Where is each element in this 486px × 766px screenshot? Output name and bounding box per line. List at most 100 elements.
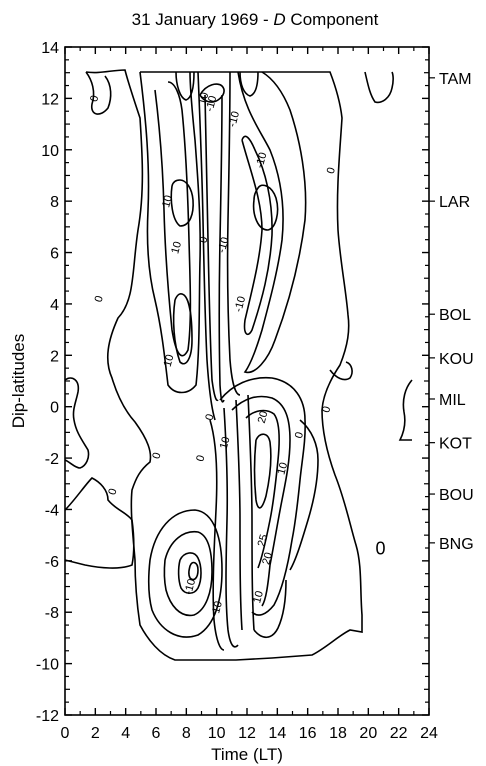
station-label-kou: KOU (439, 351, 474, 368)
contour-lower-right-outer (219, 376, 306, 616)
station-label-kot: KOT (439, 436, 472, 453)
contour-upper-left-eye (170, 179, 194, 227)
contour-left-low (64, 477, 135, 569)
contour-upper-left-lobe-outer (139, 71, 201, 394)
station-label-bol: BOL (439, 307, 471, 324)
y-tick-label: -4 (45, 502, 59, 519)
y-tick-label: -12 (36, 708, 59, 725)
station-labels: TAM LAR BOL KOU MIL KOT BOU BNG (429, 71, 474, 553)
contour-label: 20 (256, 410, 271, 425)
x-tick-label: 8 (182, 725, 191, 742)
x-tick-label: 24 (420, 725, 438, 742)
contour-upper-left-lobe-inner (154, 81, 192, 357)
contour-label: -10 (226, 110, 242, 128)
contour-label: 10 (197, 91, 212, 106)
x-tick-label: 4 (121, 725, 130, 742)
contour-right-mid-zero (329, 361, 353, 381)
contour-label: -10 (204, 95, 220, 113)
x-tick-label: 22 (390, 725, 408, 742)
x-axis-title: Time (LT) (211, 745, 283, 764)
contour-center-band-3 (218, 94, 225, 403)
station-label-bou: BOU (439, 487, 474, 504)
station-label-bng: BNG (439, 536, 474, 553)
contour-label: 0 (293, 431, 306, 440)
contour-label: -10 (216, 236, 232, 254)
contour-upper-right-lobe-inner (241, 135, 273, 336)
contour-lower-right-lobe (253, 579, 287, 639)
y-tick-label: 8 (50, 194, 59, 211)
x-tick-label: 16 (299, 725, 317, 742)
contour-lower-right-mid (231, 395, 291, 607)
contour-tl-zero (85, 71, 112, 115)
x-tick-label: 0 (61, 725, 70, 742)
contour-label: 10 (275, 461, 290, 476)
x-axis: 0 2 4 6 8 10 12 14 16 18 20 22 24 (61, 47, 438, 742)
x-tick-label: 20 (359, 725, 377, 742)
y-tick-label: 0 (50, 400, 59, 417)
x-tick-label: 12 (238, 725, 256, 742)
x-tick-label: 2 (91, 725, 100, 742)
contour-label: 0 (106, 487, 119, 496)
contour-label: 0 (320, 405, 333, 414)
station-label-mil: MIL (439, 392, 466, 409)
contour-lines (64, 69, 413, 661)
contour-lower-right-tail (289, 419, 319, 571)
y-axis: -12 -10 -8 -6 -4 -2 0 2 4 6 8 10 12 14 (36, 40, 429, 725)
contour-label: -10 (182, 578, 198, 596)
y-tick-label: 2 (50, 348, 59, 365)
contour-top-loops (199, 83, 225, 103)
x-tick-label: 10 (208, 725, 226, 742)
contour-lower-left-outer (147, 509, 223, 638)
contour-label: -10 (254, 151, 270, 169)
contour-lower-left-core (188, 561, 199, 581)
contour-label: 0 (150, 451, 163, 460)
contour-right-edge (398, 379, 413, 441)
contour-lower-left-inner (177, 552, 202, 595)
contour-label: -10 (233, 295, 249, 313)
contour-upper-right-lobe-outer (237, 71, 307, 374)
contour-label: 10 (218, 435, 233, 450)
y-axis-title: Dip-latitudes (9, 334, 28, 429)
contour-outer-zero (85, 69, 363, 661)
y-tick-label: 14 (41, 40, 59, 57)
y-tick-label: -6 (45, 554, 59, 571)
contour-lower-left-mid (163, 531, 213, 617)
contour-label: 20 (260, 551, 275, 566)
contour-tr-zero (364, 71, 394, 104)
y-tick-label: 10 (41, 143, 59, 160)
y-tick-label: 6 (50, 246, 59, 263)
y-tick-label: -8 (45, 605, 59, 622)
contour-center-band-4 (226, 71, 241, 396)
contour-label: 10 (160, 194, 175, 209)
contour-upper-right-eye (252, 184, 279, 231)
contour-lower-right-inner (245, 409, 280, 569)
contour-label: 10 (251, 590, 266, 605)
contour-label: 0 (88, 94, 101, 103)
contour-label: 0 (375, 539, 385, 559)
contour-upper-left-mid-eye (172, 293, 193, 365)
contour-center-band-1 (197, 71, 216, 421)
contour-top-small-left (175, 71, 195, 101)
contour-top-small-right (239, 71, 259, 97)
contour-label: 0 (194, 454, 207, 463)
y-tick-label: -10 (36, 657, 59, 674)
contour-left-mid (64, 377, 90, 469)
contour-label: 10 (169, 240, 184, 255)
y-tick-label: 12 (41, 91, 59, 108)
contour-lower-band-3 (235, 399, 243, 631)
station-label-lar: LAR (439, 194, 470, 211)
x-tick-label: 6 (152, 725, 161, 742)
contour-lower-band-2 (223, 407, 239, 648)
y-tick-label: 4 (50, 297, 59, 314)
chart-title: 31 January 1969 - D Component (132, 10, 379, 29)
contour-lower-band-1 (209, 419, 225, 651)
contour-label: 0 (203, 413, 216, 422)
contour-label: 25 (256, 533, 271, 548)
contour-lower-band-4 (247, 394, 255, 631)
station-label-tam: TAM (439, 71, 472, 88)
contour-label: 10 (210, 600, 225, 615)
contour-label: 0 (197, 235, 210, 244)
contour-label: 0 (325, 166, 338, 175)
